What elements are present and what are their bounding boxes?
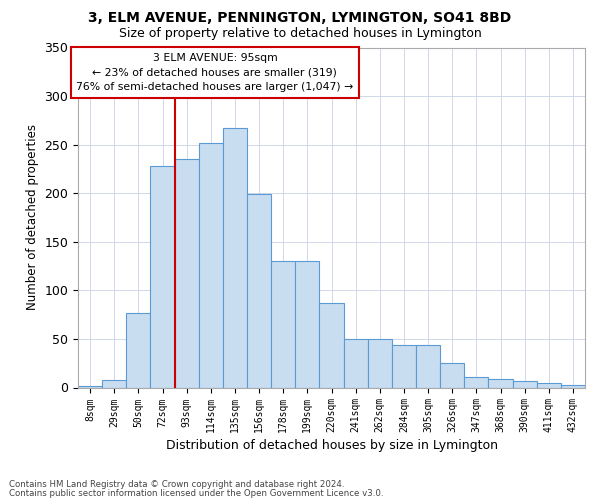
Bar <box>199 142 223 388</box>
Bar <box>102 380 126 388</box>
Text: Contains HM Land Registry data © Crown copyright and database right 2024.: Contains HM Land Registry data © Crown c… <box>9 480 344 489</box>
Bar <box>223 128 247 388</box>
Bar <box>368 339 392 388</box>
Bar <box>151 166 175 388</box>
Bar <box>537 382 561 388</box>
Text: Size of property relative to detached houses in Lymington: Size of property relative to detached ho… <box>119 28 481 40</box>
X-axis label: Distribution of detached houses by size in Lymington: Distribution of detached houses by size … <box>166 440 497 452</box>
Bar <box>464 377 488 388</box>
Bar <box>561 384 585 388</box>
Bar <box>295 261 319 388</box>
Bar <box>416 345 440 388</box>
Bar <box>488 379 512 388</box>
Bar <box>392 345 416 388</box>
Bar <box>271 261 295 388</box>
Bar <box>344 339 368 388</box>
Bar <box>126 312 151 388</box>
Bar <box>175 159 199 388</box>
Text: 3, ELM AVENUE, PENNINGTON, LYMINGTON, SO41 8BD: 3, ELM AVENUE, PENNINGTON, LYMINGTON, SO… <box>88 11 512 25</box>
Text: 3 ELM AVENUE: 95sqm  
← 23% of detached houses are smaller (319)
76% of semi-det: 3 ELM AVENUE: 95sqm ← 23% of detached ho… <box>76 52 353 92</box>
Bar <box>78 386 102 388</box>
Bar <box>440 363 464 388</box>
Y-axis label: Number of detached properties: Number of detached properties <box>26 124 39 310</box>
Bar <box>247 194 271 388</box>
Bar <box>512 380 537 388</box>
Text: Contains public sector information licensed under the Open Government Licence v3: Contains public sector information licen… <box>9 490 383 498</box>
Bar <box>319 303 344 388</box>
